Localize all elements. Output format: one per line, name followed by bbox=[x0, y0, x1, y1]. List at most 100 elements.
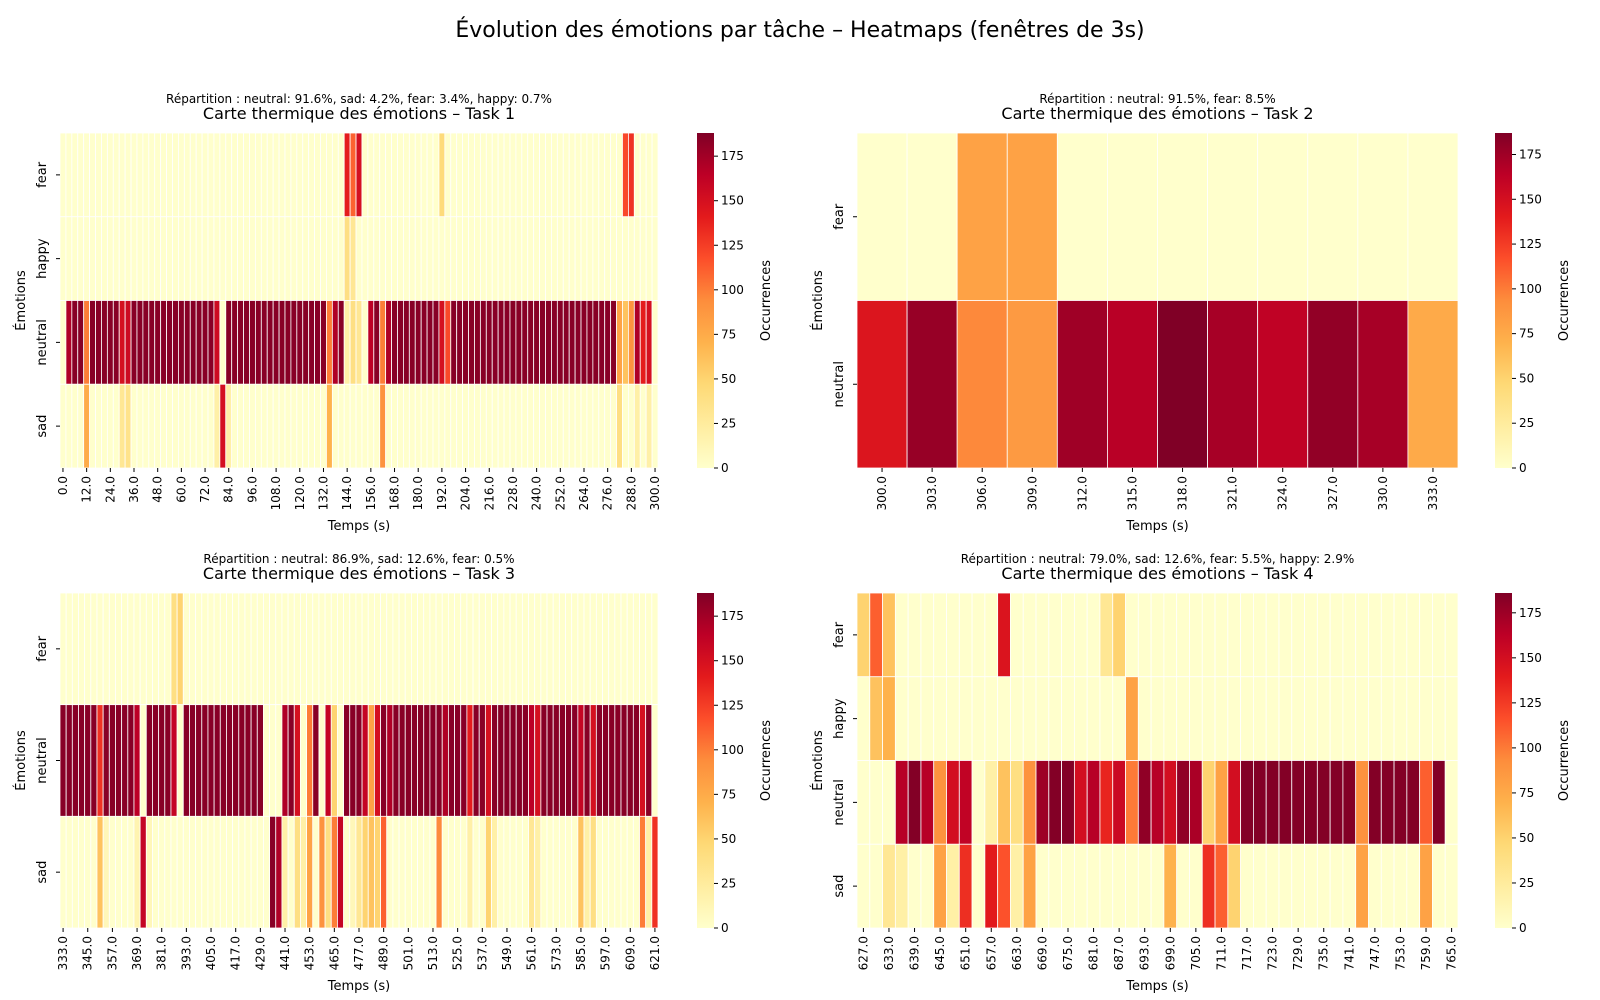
heatmap-cell bbox=[269, 815, 277, 929]
heatmap-cell bbox=[275, 815, 283, 929]
heatmap-cell bbox=[474, 383, 481, 469]
x-tick-label: 513.0 bbox=[426, 936, 440, 970]
heatmap-cell bbox=[472, 704, 480, 817]
heatmap-cell bbox=[907, 843, 922, 929]
heatmap-cell bbox=[160, 300, 167, 385]
heatmap-cell bbox=[527, 132, 535, 218]
x-tick-label: 597.0 bbox=[599, 936, 613, 970]
heatmap-cell bbox=[1357, 300, 1409, 469]
colorbar-tick-label: 125 bbox=[721, 238, 744, 252]
heatmap-cell bbox=[1163, 843, 1178, 929]
heatmap-cell bbox=[1393, 592, 1408, 678]
heatmap-cell bbox=[484, 815, 492, 929]
x-tick-label: 333.0 bbox=[56, 936, 70, 970]
heatmap-cell bbox=[971, 760, 986, 845]
heatmap-cell bbox=[562, 300, 570, 385]
heatmap-cell bbox=[1253, 676, 1267, 761]
heatmap-cell bbox=[435, 704, 443, 817]
panel-title: Carte thermique des émotions – Task 2 bbox=[1001, 104, 1313, 123]
heatmap-cell bbox=[408, 216, 416, 301]
colorbar bbox=[1495, 133, 1512, 468]
x-tick-label: 405.0 bbox=[204, 936, 218, 970]
heatmap-cell bbox=[385, 300, 392, 385]
heatmap-cell bbox=[562, 132, 570, 218]
heatmap-cell bbox=[616, 216, 623, 301]
heatmap-cell bbox=[497, 216, 505, 301]
heatmap-cell bbox=[102, 592, 110, 706]
heatmap-cell bbox=[121, 704, 129, 817]
heatmap-cell bbox=[272, 383, 280, 469]
heatmap-cell bbox=[254, 216, 262, 301]
heatmap-cell bbox=[266, 300, 274, 385]
heatmap-cell bbox=[302, 132, 310, 218]
heatmap-cell bbox=[367, 383, 375, 469]
heatmap-cell bbox=[620, 704, 628, 817]
heatmap-cell bbox=[65, 592, 73, 706]
x-tick-label: 12.0 bbox=[80, 476, 94, 503]
heatmap-cell bbox=[355, 132, 363, 218]
heatmap-cell bbox=[933, 843, 947, 929]
heatmap-cell bbox=[632, 704, 640, 817]
heatmap-cell bbox=[71, 704, 79, 817]
heatmap-cell bbox=[521, 383, 529, 469]
heatmap-cell bbox=[83, 132, 91, 218]
heatmap-cell bbox=[349, 592, 357, 706]
heatmap-cell bbox=[183, 132, 191, 218]
heatmap-cell bbox=[145, 704, 153, 817]
y-tick-label: happy bbox=[832, 698, 847, 739]
x-tick-label: 549.0 bbox=[500, 936, 514, 970]
x-tick-label: 465.0 bbox=[327, 936, 341, 970]
heatmap-panel-task-1: Répartition : neutral: 91.6%, sad: 4.2%,… bbox=[13, 92, 774, 534]
heatmap-cell bbox=[59, 592, 67, 706]
heatmap-cell bbox=[920, 592, 935, 678]
heatmap-cell bbox=[219, 815, 227, 929]
heatmap-cell bbox=[1150, 592, 1165, 678]
heatmap-cell bbox=[154, 300, 162, 385]
heatmap-cell bbox=[633, 132, 641, 218]
heatmap-cell bbox=[466, 704, 474, 817]
heatmap-cell bbox=[374, 704, 381, 817]
heatmap-cell bbox=[598, 383, 606, 469]
heatmap-cell bbox=[112, 216, 120, 301]
heatmap-cell bbox=[121, 815, 129, 929]
heatmap-cell bbox=[444, 216, 452, 301]
heatmap-cell bbox=[102, 704, 110, 817]
heatmap-cell bbox=[320, 383, 327, 469]
heatmap-cell bbox=[614, 815, 622, 929]
heatmap-cell bbox=[491, 704, 499, 817]
heatmap-cell bbox=[306, 592, 314, 706]
heatmap-cell bbox=[1006, 300, 1058, 469]
heatmap-cell bbox=[958, 676, 973, 761]
heatmap-cell bbox=[349, 216, 357, 301]
heatmap-cell bbox=[237, 383, 244, 469]
heatmap-cell bbox=[1150, 676, 1165, 761]
heatmap-cell bbox=[620, 815, 628, 929]
colorbar-tick-label: 0 bbox=[1519, 461, 1527, 475]
heatmap-cell bbox=[602, 704, 610, 817]
heatmap-cell bbox=[1061, 592, 1075, 678]
x-tick-label: 501.0 bbox=[401, 936, 415, 970]
heatmap-cell bbox=[269, 592, 277, 706]
heatmap-cell bbox=[133, 592, 141, 706]
heatmap-cell bbox=[84, 704, 92, 817]
heatmap-cell bbox=[152, 815, 160, 929]
heatmap-cell bbox=[479, 216, 487, 301]
heatmap-cell bbox=[580, 216, 588, 301]
heatmap-cell bbox=[515, 216, 523, 301]
heatmap-cell bbox=[296, 300, 304, 385]
heatmap-cell bbox=[1163, 760, 1178, 845]
heatmap-cell bbox=[1380, 592, 1395, 678]
heatmap-cell bbox=[1201, 592, 1216, 678]
heatmap-cell bbox=[83, 300, 91, 385]
heatmap-cell bbox=[1329, 592, 1344, 678]
heatmap-cell bbox=[527, 383, 535, 469]
heatmap-cell bbox=[337, 592, 344, 706]
heatmap-cell bbox=[225, 300, 233, 385]
colorbar-tick-label: 150 bbox=[1519, 192, 1542, 206]
x-tick-label: 144.0 bbox=[340, 476, 354, 510]
heatmap-cell bbox=[392, 815, 400, 929]
heatmap-cell bbox=[571, 815, 579, 929]
heatmap-cell bbox=[284, 383, 292, 469]
panel-title: Carte thermique des émotions – Task 3 bbox=[203, 564, 515, 583]
heatmap-cell bbox=[620, 592, 628, 706]
